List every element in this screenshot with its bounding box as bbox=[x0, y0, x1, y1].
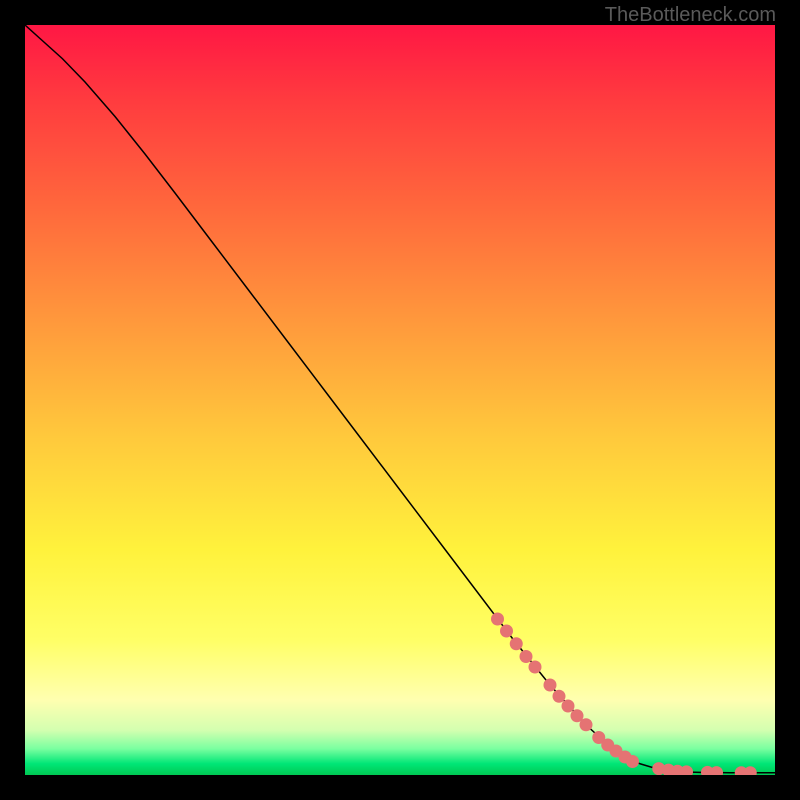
chart-marker bbox=[500, 625, 513, 638]
watermark-text: TheBottleneck.com bbox=[605, 4, 776, 27]
chart-marker bbox=[553, 690, 566, 703]
chart-svg bbox=[25, 25, 775, 775]
chart-marker bbox=[544, 679, 557, 692]
chart-marker bbox=[520, 650, 533, 663]
chart-marker bbox=[562, 700, 575, 713]
chart-marker bbox=[510, 637, 523, 650]
chart-marker bbox=[580, 718, 593, 731]
chart-plot-area bbox=[25, 25, 775, 775]
chart-marker bbox=[626, 755, 639, 768]
chart-marker bbox=[491, 613, 504, 626]
chart-marker bbox=[529, 661, 542, 674]
chart-background bbox=[25, 25, 775, 775]
